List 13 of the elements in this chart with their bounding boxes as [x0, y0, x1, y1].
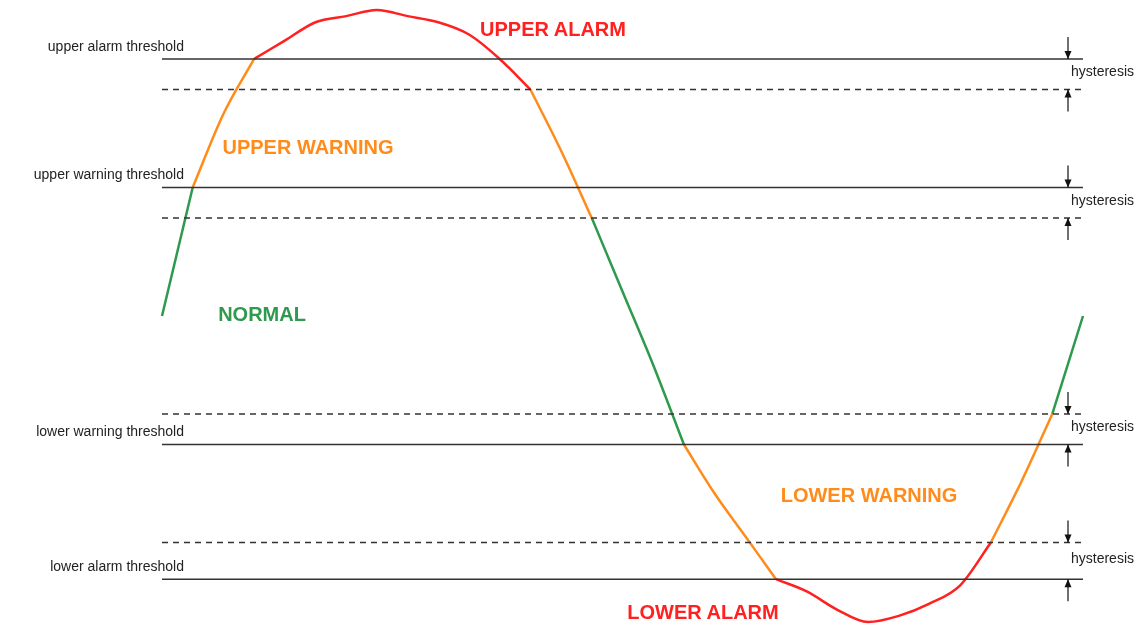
- annotation: lower warning threshold: [36, 423, 184, 440]
- annotation: hysteresis: [1071, 549, 1135, 566]
- series-label: LOWER ALARM: [627, 600, 779, 623]
- annotation: upper alarm threshold: [47, 37, 184, 54]
- annotation: lower alarm threshold: [50, 558, 184, 575]
- annotation: hysteresis: [1071, 63, 1135, 80]
- text: NORMAL: [218, 302, 306, 325]
- annotation: hysteresis: [1071, 418, 1135, 435]
- series-label: UPPER ALARM: [480, 17, 626, 40]
- annotation: hysteresis: [1071, 191, 1135, 208]
- annotation: upper warning threshold: [33, 166, 184, 183]
- series-label: UPPER WARNING: [222, 135, 394, 158]
- text: LOWER WARNING: [780, 483, 958, 506]
